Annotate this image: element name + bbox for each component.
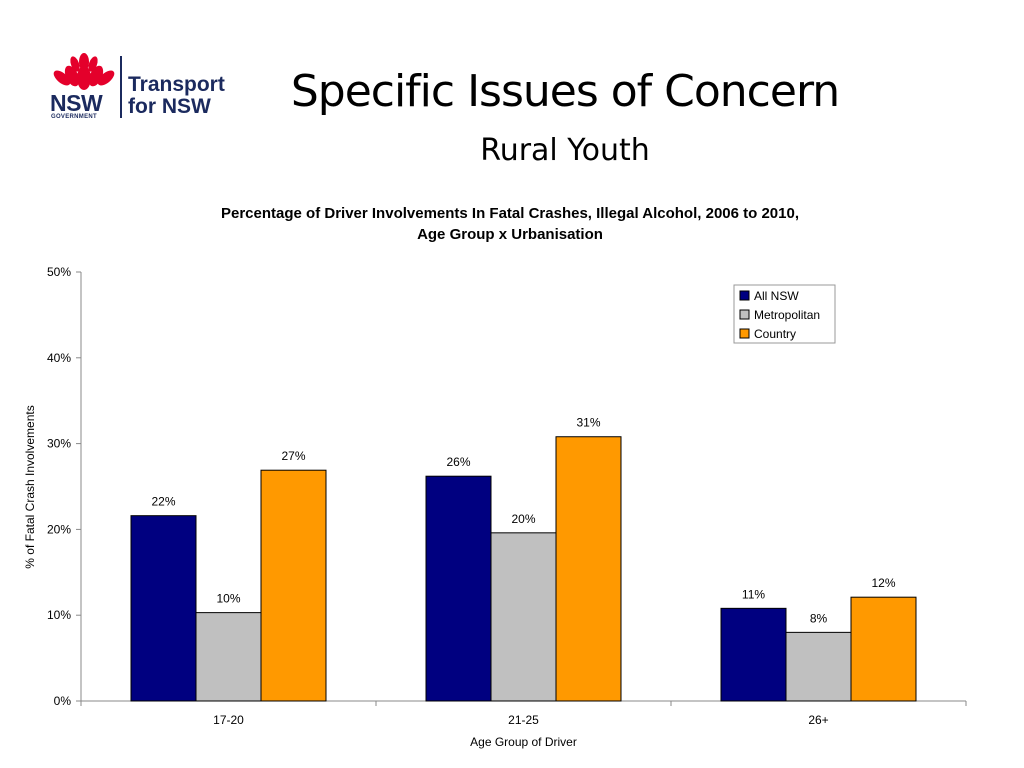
legend-label: All NSW — [754, 289, 799, 303]
chart-title: Percentage of Driver Involvements In Fat… — [120, 203, 900, 245]
data-label: 10% — [216, 592, 240, 606]
waratah-icon — [53, 53, 115, 90]
data-label: 31% — [576, 416, 600, 430]
y-tick-label: 30% — [47, 437, 71, 451]
legend-label: Metropolitan — [754, 308, 820, 322]
legend-box — [733, 284, 836, 344]
data-label: 8% — [810, 611, 828, 625]
y-tick-label: 10% — [47, 608, 71, 622]
legend-swatch — [739, 290, 750, 301]
y-tick-label: 20% — [47, 522, 71, 536]
chart-title-line1: Percentage of Driver Involvements In Fat… — [221, 205, 799, 222]
data-label: 26% — [446, 455, 470, 469]
transport-for-nsw-logo: NSW GOVERNMENT Transport for NSW — [48, 50, 238, 130]
bar — [195, 612, 262, 702]
legend-label: Country — [754, 327, 796, 341]
logo-divider — [120, 56, 122, 118]
y-tick-label: 50% — [47, 265, 71, 279]
logo-text-line2: for NSW — [128, 95, 211, 118]
logo-text-line1: Transport — [128, 73, 225, 96]
data-label: 27% — [281, 449, 305, 463]
slide-subtitle: Rural Youth — [480, 133, 650, 168]
x-tick-label: 21-25 — [508, 713, 539, 727]
data-label: 22% — [151, 495, 175, 509]
logo-text: Transport for NSW — [128, 74, 225, 118]
bar — [425, 475, 492, 702]
data-label: 20% — [511, 512, 535, 526]
bar — [260, 469, 327, 702]
y-tick-label: 40% — [47, 351, 71, 365]
government-wordmark: GOVERNMENT — [51, 114, 98, 120]
bar — [555, 436, 622, 702]
legend-swatch — [739, 328, 750, 339]
data-label: 11% — [742, 587, 765, 601]
bar — [720, 607, 787, 702]
y-axis-title: % of Fatal Crash Involvements — [23, 405, 37, 568]
y-tick-label: 0% — [54, 694, 72, 708]
x-axis-title: Age Group of Driver — [470, 735, 577, 749]
legend-swatch — [739, 309, 750, 320]
x-tick-label: 17-20 — [213, 713, 244, 727]
nsw-wordmark: NSW — [50, 90, 103, 116]
slide-title: Specific Issues of Concern — [290, 66, 840, 117]
bar — [850, 596, 917, 702]
bar — [490, 532, 557, 702]
bar — [130, 515, 197, 702]
chart-title-line2: Age Group x Urbanisation — [417, 226, 603, 243]
x-tick-label: 26+ — [808, 713, 828, 727]
bar — [785, 631, 852, 702]
data-label: 12% — [871, 576, 895, 590]
